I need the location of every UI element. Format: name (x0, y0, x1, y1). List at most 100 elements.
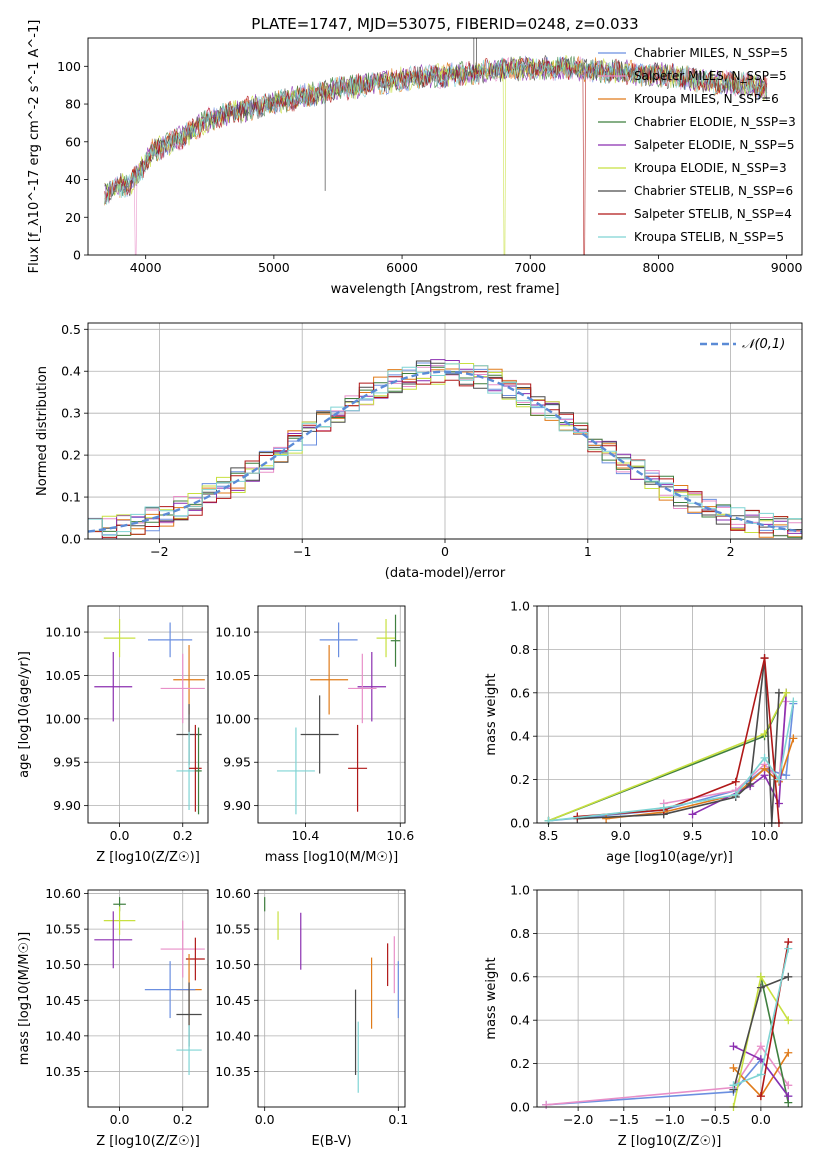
y-tick-label: 0.6 (510, 685, 530, 700)
weight-series (546, 1058, 789, 1106)
y-tick-label: 0.4 (510, 1013, 530, 1028)
age_vs_z-plot-area (94, 619, 205, 815)
weight-marker (756, 1070, 765, 1079)
y-tick-label: 10.40 (45, 1028, 81, 1043)
weight-marker (789, 734, 798, 743)
y-tick-label: 9.90 (53, 798, 81, 813)
y-tick-label: 0.2 (510, 772, 530, 787)
weight-marker (784, 1081, 793, 1090)
weight_vs_z-panel: −2.0 −1.5 −1.0 −0.5 0.0 0.0 0.2 0.4 0.6 0.8 1.0 Z [… (484, 883, 803, 1149)
weight-series (548, 692, 787, 822)
weight-marker (784, 1016, 793, 1025)
y-axis-label: age [log10(age/yr)] (17, 651, 32, 778)
x-tick-label: −1.0 (654, 1112, 684, 1127)
spectrum-series (104, 57, 768, 199)
weight-marker (729, 1081, 738, 1090)
y-tick-label: 100 (57, 59, 81, 74)
x-axis-label: Z [log10(Z/Z☉)] (96, 850, 200, 865)
x-tick-label: 5000 (258, 260, 290, 275)
y-tick-label: 10.45 (45, 993, 81, 1008)
x-axis-label: (data-model)/error (385, 566, 506, 581)
x-tick-label: 9.5 (683, 828, 703, 843)
y-tick-label: 10.60 (45, 886, 81, 901)
y-tick-label: 9.95 (223, 755, 251, 770)
weight-marker (784, 1048, 793, 1057)
x-tick-label: −2.0 (563, 1112, 593, 1127)
y-tick-label: 10.00 (45, 711, 81, 726)
x-tick-label: 8.5 (539, 828, 559, 843)
weight-marker (774, 688, 783, 697)
y-tick-label: 9.90 (223, 798, 251, 813)
legend-entry: Chabrier ELODIE, N_SSP=3 (634, 115, 796, 129)
weight-marker (760, 771, 769, 780)
weight-marker (756, 972, 765, 981)
y-axis-label: mass weight (484, 673, 499, 755)
weight-marker (782, 771, 791, 780)
weight-marker (542, 1100, 551, 1109)
histogram-series (88, 363, 802, 536)
histogram-series (88, 371, 802, 538)
y-tick-label: 0.2 (510, 1056, 530, 1071)
mass_vs_z-panel: 0.0 0.2 10.35 10.40 10.45 10.50 10.55 10.60 Z [l… (17, 886, 209, 1149)
y-axis-label: Flux [f_λ10^-17 erg cm^-2 s^-1 A^-1] (27, 20, 42, 274)
legend-entry: Salpeter STELIB, N_SSP=4 (634, 207, 792, 221)
y-tick-label: 10.35 (45, 1064, 81, 1079)
y-tick-label: 10.35 (215, 1064, 251, 1079)
y-tick-label: 0.4 (61, 364, 81, 379)
legend-entry: Kroupa STELIB, N_SSP=5 (634, 230, 784, 244)
y-tick-label: 0.2 (61, 448, 81, 463)
x-tick-label: 0.0 (255, 1112, 275, 1127)
age_vs_mass-plot-area (276, 614, 401, 815)
y-tick-label: 10.10 (45, 625, 81, 640)
residuals-panel: −2 −1 0 1 2 0.0 0.1 0.2 0.3 0.4 0.5 (data-model)/er… (35, 322, 803, 581)
legend-entry: Kroupa ELODIE, N_SSP=3 (634, 161, 787, 175)
figure-title: PLATE=1747, MJD=53075, FIBERID=0248, z=0… (251, 15, 638, 33)
x-tick-label: 0.0 (110, 828, 130, 843)
weight-marker (602, 814, 611, 823)
x-tick-label: 0.2 (173, 1112, 193, 1127)
y-tick-label: 80 (65, 97, 81, 112)
spectrum-series (104, 57, 768, 205)
legend-entry: Salpeter MILES, N_SSP=5 (634, 69, 787, 83)
y-tick-label: 0.6 (510, 969, 530, 984)
spectrum-series (104, 54, 768, 202)
y-axis-label: mass weight (484, 957, 499, 1039)
weight-marker (756, 983, 765, 992)
x-tick-label: 10.4 (291, 828, 319, 843)
age_vs_z-panel: 0.0 0.2 9.90 9.95 10.00 10.05 10.10 Z [log10(Z/… (17, 605, 209, 865)
weight-marker (760, 654, 769, 663)
y-tick-label: 10.55 (45, 922, 81, 937)
weight-marker (729, 1063, 738, 1072)
weight_vs_age-panel: 8.5 9.0 9.5 10.0 0.0 0.2 0.4 0.6 0.8 1.0 age [log1… (484, 599, 803, 865)
axes-frame (257, 605, 406, 824)
y-tick-label: 0.0 (510, 1100, 530, 1115)
weight-series (548, 701, 795, 822)
y-tick-label: 10.45 (215, 993, 251, 1008)
x-tick-label: −0.5 (700, 1112, 730, 1127)
x-tick-label: −2 (150, 544, 168, 559)
y-tick-label: 0 (73, 248, 81, 263)
weight-marker (774, 775, 783, 784)
x-tick-label: 1 (584, 544, 592, 559)
x-axis-label: Z [log10(Z/Z☉)] (96, 1134, 200, 1149)
axes-frame (536, 605, 803, 824)
legend-entry: Chabrier STELIB, N_SSP=6 (634, 184, 793, 198)
weight-marker (756, 1092, 765, 1101)
x-tick-label: 0.0 (751, 1112, 771, 1127)
x-tick-label: −1.5 (609, 1112, 639, 1127)
x-axis-label: E(B-V) (311, 1134, 351, 1149)
spectrum-series (104, 55, 768, 255)
age_vs_mass-panel: 10.4 10.6 9.90 9.95 10.00 10.05 10.10 mass [log… (215, 605, 414, 865)
y-tick-label: 0.5 (61, 322, 81, 337)
weight-marker (784, 944, 793, 953)
weight-series (546, 1044, 789, 1106)
weight-marker (789, 697, 798, 706)
weight-marker (731, 790, 740, 799)
y-tick-label: 10.60 (215, 886, 251, 901)
weight_vs_z-plot-area (542, 938, 793, 1111)
x-tick-label: 10.0 (751, 828, 779, 843)
legend-entry: Kroupa MILES, N_SSP=6 (634, 92, 779, 106)
y-axis-label: Normed distribution (35, 366, 50, 496)
histograms (88, 359, 802, 539)
